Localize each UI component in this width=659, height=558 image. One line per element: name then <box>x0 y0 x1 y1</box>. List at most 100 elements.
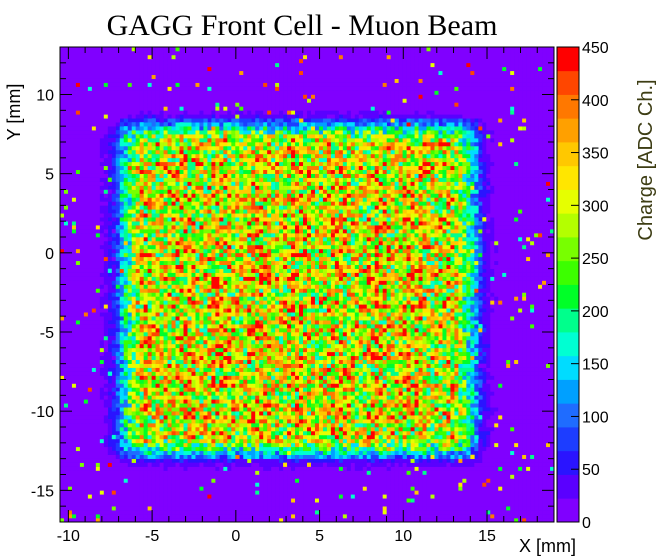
heatmap-cell <box>303 458 308 463</box>
heatmap-cell <box>91 450 97 456</box>
heatmap-cell <box>175 423 180 428</box>
heatmap-cell <box>60 430 65 436</box>
heatmap-cell <box>251 458 256 463</box>
heatmap-cell <box>147 502 152 507</box>
heatmap-cell <box>131 403 136 408</box>
heatmap-cell <box>490 458 495 463</box>
heatmap-cell <box>291 415 296 420</box>
heatmap-cell <box>291 514 296 519</box>
heatmap-cell <box>255 502 260 507</box>
heatmap-cell <box>422 450 427 456</box>
heatmap-cell <box>127 371 133 376</box>
heatmap-cell <box>314 371 320 376</box>
heatmap-cell <box>187 478 192 483</box>
heatmap-cell <box>103 375 109 380</box>
heatmap-cell <box>514 399 519 404</box>
heatmap-cell <box>71 438 77 444</box>
heatmap-cell <box>60 450 65 456</box>
heatmap-cell <box>538 387 543 392</box>
heatmap-cell <box>442 470 447 475</box>
heatmap-cell <box>334 411 340 416</box>
heatmap-cell <box>215 446 220 452</box>
heatmap-cell <box>426 442 431 448</box>
heatmap-cell <box>342 395 348 400</box>
heatmap-cell <box>211 375 216 380</box>
heatmap-cell <box>255 419 260 424</box>
heatmap-cell <box>207 482 212 487</box>
heatmap-cell <box>187 506 192 511</box>
heatmap-cell <box>470 434 475 440</box>
heatmap-cell <box>163 375 168 380</box>
heatmap-cell <box>171 494 176 499</box>
heatmap-cell <box>307 407 312 412</box>
heatmap-cell <box>426 466 431 471</box>
heatmap-cell <box>518 458 523 463</box>
heatmap-cell <box>247 434 252 440</box>
heatmap-cell <box>490 411 495 416</box>
heatmap-cell <box>442 383 447 388</box>
heatmap-cell <box>87 423 93 428</box>
heatmap-cell <box>518 494 523 499</box>
heatmap-cell <box>418 375 423 380</box>
heatmap-cell <box>450 419 455 424</box>
heatmap-cell <box>239 450 244 456</box>
heatmap-cell <box>530 502 535 507</box>
heatmap-cell <box>271 458 276 463</box>
heatmap-cell <box>338 363 344 368</box>
heatmap-cell <box>247 490 252 495</box>
heatmap-cell <box>243 470 248 475</box>
heatmap-cell <box>534 415 539 420</box>
heatmap-cell <box>498 359 503 364</box>
heatmap-cell <box>402 395 407 400</box>
heatmap-cell <box>370 510 376 515</box>
heatmap-cell <box>442 434 447 440</box>
heatmap-cell <box>127 510 133 515</box>
heatmap-cell <box>255 514 260 519</box>
heatmap-cell <box>510 490 515 495</box>
heatmap-cell <box>307 482 312 487</box>
heatmap-cell <box>235 498 240 503</box>
heatmap-cell <box>382 379 387 384</box>
heatmap-cell <box>426 423 431 428</box>
heatmap-cell <box>510 411 515 416</box>
heatmap-cell <box>191 518 196 523</box>
heatmap-cell <box>414 383 419 388</box>
heatmap-cell <box>450 395 455 400</box>
heatmap-cell <box>334 359 340 364</box>
heatmap-cell <box>426 383 431 388</box>
heatmap-cell <box>422 367 427 372</box>
heatmap-cell <box>526 427 531 432</box>
heatmap-cell <box>550 399 555 404</box>
heatmap-cell <box>318 387 324 392</box>
heatmap-cell <box>354 375 360 380</box>
heatmap-cell <box>374 470 380 475</box>
heatmap-cell <box>167 423 172 428</box>
heatmap-cell <box>338 450 344 456</box>
heatmap-cell <box>303 387 308 392</box>
heatmap-cell <box>482 411 487 416</box>
heatmap-cell <box>446 367 451 372</box>
heatmap-cell <box>295 510 300 515</box>
heatmap-cell <box>346 458 352 463</box>
heatmap-cell <box>183 363 188 368</box>
heatmap-cell <box>342 379 348 384</box>
heatmap-cell <box>303 450 308 456</box>
heatmap-cell <box>147 363 152 368</box>
heatmap-cell <box>60 474 65 479</box>
heatmap-cell <box>378 474 383 479</box>
heatmap-cell <box>207 518 212 523</box>
heatmap-cell <box>498 427 503 432</box>
heatmap-cell <box>231 430 236 436</box>
heatmap-cell <box>239 363 244 368</box>
heatmap-cell <box>426 438 431 444</box>
heatmap-cell <box>478 458 483 463</box>
heatmap-cell <box>151 395 156 400</box>
heatmap-cell <box>131 490 136 495</box>
heatmap-cell <box>127 514 133 519</box>
heatmap-cell <box>414 482 419 487</box>
heatmap-cell <box>462 379 467 384</box>
heatmap-cell <box>410 518 415 523</box>
heatmap-cell <box>271 506 276 511</box>
heatmap-cell <box>107 371 113 376</box>
heatmap-cell <box>60 371 65 376</box>
